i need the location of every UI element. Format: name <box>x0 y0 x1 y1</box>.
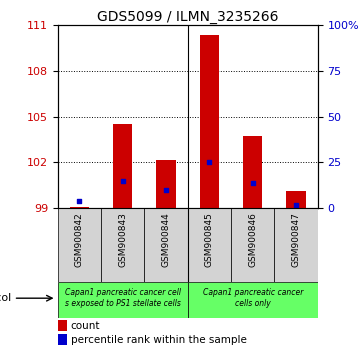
Point <box>77 198 82 204</box>
Bar <box>231 208 274 282</box>
Bar <box>286 192 306 208</box>
Point <box>163 187 169 193</box>
Bar <box>58 334 67 346</box>
Text: GSM900844: GSM900844 <box>162 212 170 267</box>
Point <box>293 202 299 207</box>
Text: protocol: protocol <box>0 293 11 303</box>
Bar <box>113 124 132 208</box>
Text: count: count <box>71 320 100 331</box>
Text: GSM900846: GSM900846 <box>248 212 257 267</box>
Bar <box>156 160 176 208</box>
Point <box>206 160 212 165</box>
Bar <box>274 208 318 282</box>
Bar <box>58 282 188 318</box>
Text: GSM900843: GSM900843 <box>118 212 127 267</box>
Text: percentile rank within the sample: percentile rank within the sample <box>71 335 247 345</box>
Bar <box>243 136 262 208</box>
Point <box>250 180 256 185</box>
Text: Capan1 pancreatic cancer
cells only: Capan1 pancreatic cancer cells only <box>203 289 303 308</box>
Bar <box>144 208 188 282</box>
Text: Capan1 pancreatic cancer cell
s exposed to PS1 stellate cells: Capan1 pancreatic cancer cell s exposed … <box>65 289 181 308</box>
Bar <box>188 282 318 318</box>
Bar <box>101 208 144 282</box>
Text: GSM900842: GSM900842 <box>75 212 84 267</box>
Title: GDS5099 / ILMN_3235266: GDS5099 / ILMN_3235266 <box>97 10 278 24</box>
Text: GSM900845: GSM900845 <box>205 212 214 267</box>
Bar <box>58 208 101 282</box>
Point <box>120 178 126 184</box>
Bar <box>200 35 219 208</box>
Text: GSM900847: GSM900847 <box>292 212 300 267</box>
Bar <box>58 320 67 331</box>
Bar <box>70 207 89 208</box>
Bar <box>188 208 231 282</box>
